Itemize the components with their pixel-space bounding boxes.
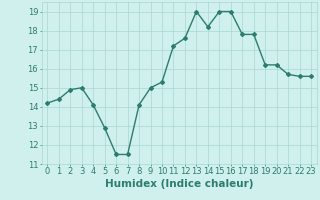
X-axis label: Humidex (Indice chaleur): Humidex (Indice chaleur) (105, 179, 253, 189)
